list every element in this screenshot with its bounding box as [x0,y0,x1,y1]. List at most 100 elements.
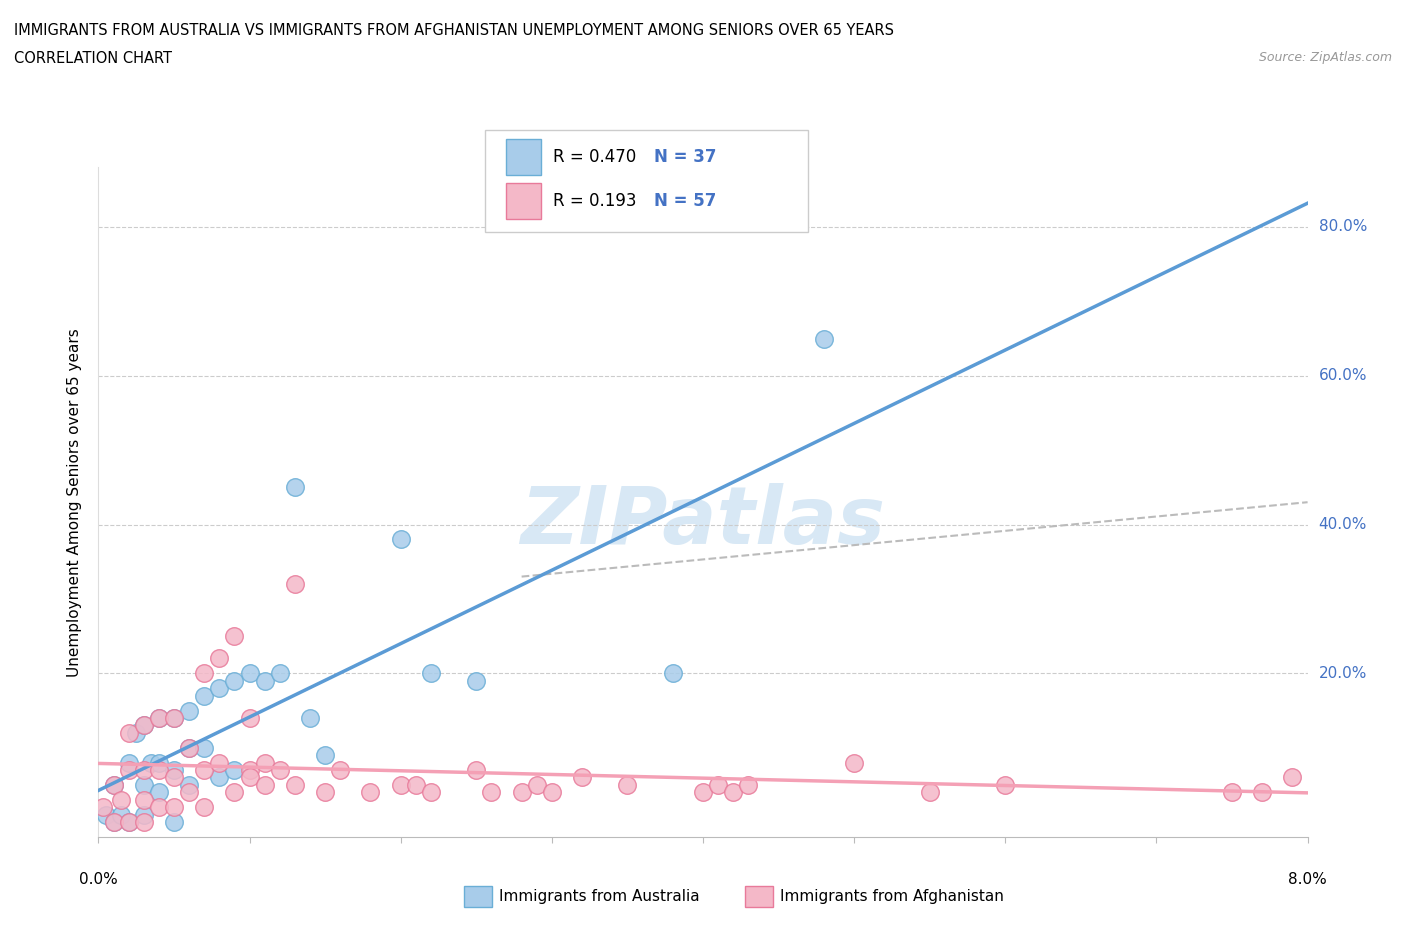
Point [239,770,262,785]
Point [193,763,215,777]
Point [269,763,291,777]
Point [359,785,381,800]
Point [419,785,441,800]
Point [224,785,246,800]
Point [284,577,307,591]
Point [737,777,759,792]
Point [465,673,488,688]
Point [179,740,201,755]
Point [239,666,262,681]
Point [314,748,336,763]
Point [163,711,186,725]
Point [132,792,155,807]
Text: CORRELATION CHART: CORRELATION CHART [14,51,172,66]
Point [269,666,291,681]
Point [179,785,201,800]
Point [299,711,322,725]
Point [179,740,201,755]
Point [1251,785,1274,800]
Point [479,785,503,800]
Point [132,777,155,792]
Point [692,785,714,800]
Point [540,785,562,800]
Text: N = 37: N = 37 [654,148,716,166]
Point [103,815,125,830]
Point [224,629,246,644]
Point [118,763,141,777]
Point [163,711,186,725]
Point [661,666,683,681]
Point [118,815,141,830]
Point [314,785,336,800]
Text: 0.0%: 0.0% [79,871,118,886]
Point [723,785,745,800]
Point [103,815,125,830]
Point [132,807,155,822]
Point [103,777,125,792]
Point [110,792,132,807]
Point [179,703,201,718]
Point [239,763,262,777]
Text: 8.0%: 8.0% [1288,871,1327,886]
Text: 40.0%: 40.0% [1319,517,1367,532]
Point [253,673,276,688]
Point [389,777,412,792]
Point [616,777,638,792]
Text: 60.0%: 60.0% [1319,368,1367,383]
Point [208,651,231,666]
Text: 20.0%: 20.0% [1319,666,1367,681]
Point [208,770,231,785]
Point [163,763,186,777]
Point [405,777,427,792]
Point [208,755,231,770]
Point [253,777,276,792]
Point [148,755,170,770]
Point [118,815,141,830]
Point [419,666,441,681]
Point [571,770,593,785]
Point [179,777,201,792]
Point [132,718,155,733]
Point [224,673,246,688]
Text: N = 57: N = 57 [654,192,716,210]
Point [148,785,170,800]
Point [110,807,132,822]
Text: Source: ZipAtlas.com: Source: ZipAtlas.com [1258,51,1392,64]
Point [148,800,170,815]
Point [253,755,276,770]
Point [148,711,170,725]
Point [132,718,155,733]
Point [148,763,170,777]
Point [132,815,155,830]
Point [1281,770,1303,785]
Point [510,785,533,800]
Point [94,807,117,822]
Text: R = 0.193: R = 0.193 [553,192,636,210]
Point [239,711,262,725]
Text: IMMIGRANTS FROM AUSTRALIA VS IMMIGRANTS FROM AFGHANISTAN UNEMPLOYMENT AMONG SENI: IMMIGRANTS FROM AUSTRALIA VS IMMIGRANTS … [14,23,894,38]
Point [284,777,307,792]
Text: Immigrants from Afghanistan: Immigrants from Afghanistan [780,889,1004,904]
Point [193,666,215,681]
Point [813,331,835,346]
Point [163,815,186,830]
Point [141,755,163,770]
Point [193,688,215,703]
Point [163,770,186,785]
Point [389,532,412,547]
Y-axis label: Unemployment Among Seniors over 65 years: Unemployment Among Seniors over 65 years [67,328,83,677]
Text: 80.0%: 80.0% [1319,219,1367,234]
Text: R = 0.470: R = 0.470 [553,148,636,166]
Point [707,777,730,792]
Point [193,800,215,815]
Point [1220,785,1243,800]
Point [103,777,125,792]
Point [148,711,170,725]
Point [125,725,148,740]
Point [118,755,141,770]
Point [163,800,186,815]
Point [132,763,155,777]
Point [526,777,548,792]
Text: ZIPatlas: ZIPatlas [520,484,886,562]
Point [118,725,141,740]
